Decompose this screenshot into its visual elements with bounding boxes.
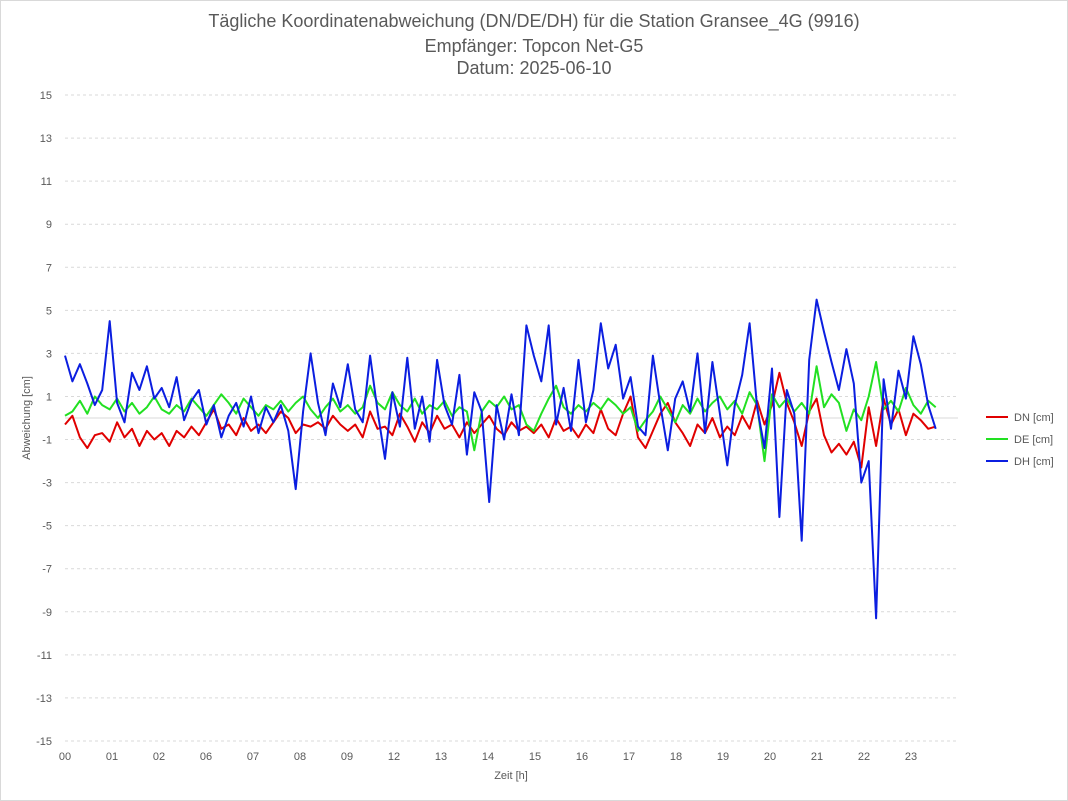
chart-title-line-1: Tägliche Koordinatenabweichung (DN/DE/DH…: [208, 11, 860, 31]
chart-title-line-2: Empfänger: Topcon Net-G5: [424, 36, 644, 56]
y-tick-label: -3: [42, 478, 52, 490]
y-tick-label: -13: [36, 693, 52, 705]
y-tick-label: -5: [42, 521, 52, 533]
x-tick-label: 19: [717, 751, 729, 763]
y-tick-label: -11: [37, 650, 52, 662]
y-tick-label: -15: [36, 736, 52, 748]
legend-label: DE [cm]: [1014, 434, 1053, 446]
y-tick-label: 5: [46, 305, 52, 317]
y-tick-label: 3: [46, 348, 52, 360]
y-tick-label: -7: [42, 564, 52, 576]
x-tick-label: 12: [388, 751, 400, 763]
x-tick-label: 22: [858, 751, 870, 763]
x-tick-label: 18: [670, 751, 682, 763]
legend-label: DN [cm]: [1014, 412, 1054, 424]
y-axis-ticks: 15 13 11 9 7 5 3 1 -1 -3 -5 -7 -9 -11 -13 -15: [36, 90, 52, 748]
y-tick-label: 1: [46, 391, 52, 403]
x-tick-label: 07: [247, 751, 259, 763]
x-tick-label: 08: [294, 751, 306, 763]
y-tick-label: 9: [46, 219, 52, 231]
y-tick-label: 13: [40, 133, 52, 145]
gridlines: [65, 94, 958, 742]
y-tick-label: 15: [40, 90, 52, 102]
x-tick-label: 01: [106, 751, 118, 763]
legend: DN [cm] DE [cm] DH [cm]: [986, 412, 1054, 468]
y-axis-label: Abweichung [cm]: [21, 376, 33, 460]
x-tick-label: 16: [576, 751, 588, 763]
x-tick-label: 14: [482, 751, 494, 763]
y-tick-label: -1: [42, 435, 52, 447]
chart-title-line-3: Datum: 2025-06-10: [456, 58, 612, 78]
x-tick-label: 02: [153, 751, 165, 763]
x-axis-label: Zeit [h]: [494, 770, 528, 782]
x-tick-label: 09: [341, 751, 353, 763]
y-tick-label: 11: [41, 176, 52, 188]
series-lines: [64, 298, 937, 620]
legend-label: DH [cm]: [1014, 456, 1054, 468]
x-tick-label: 20: [764, 751, 776, 763]
x-tick-label: 21: [811, 751, 823, 763]
y-tick-label: 7: [46, 262, 52, 274]
y-tick-label: -9: [42, 607, 52, 619]
x-axis-ticks: 00 01 02 06 07 08 09 12 13 14 15 16 17 18 19 20 21 22 23: [59, 751, 917, 763]
x-tick-label: 13: [435, 751, 447, 763]
x-tick-label: 23: [905, 751, 917, 763]
series-line-dh: [64, 298, 937, 620]
x-tick-label: 00: [59, 751, 71, 763]
x-tick-label: 06: [200, 751, 212, 763]
x-tick-label: 15: [529, 751, 541, 763]
x-tick-label: 17: [623, 751, 635, 763]
